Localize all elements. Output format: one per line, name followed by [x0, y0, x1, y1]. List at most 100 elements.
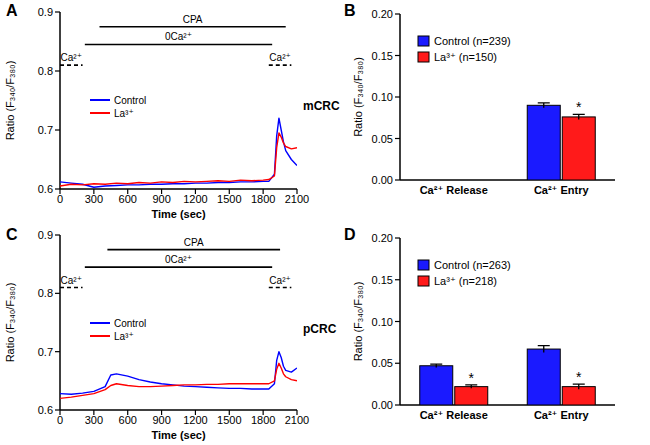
x-tick-label: Ca²⁺ Entry — [534, 184, 590, 196]
y-tick — [55, 351, 60, 352]
x-tick-label: 900 — [152, 414, 170, 426]
error-bar — [538, 346, 550, 353]
legend-label: Control — [114, 318, 146, 329]
figure: 0.6 0.7 0.8 0.9 Ratio (F₃₄₀/F₃₈₀) 0 300 600 900 1… — [0, 0, 650, 445]
series-line — [60, 133, 297, 186]
background — [0, 0, 650, 445]
bar — [527, 105, 560, 180]
annotation-text: Ca²⁺ — [269, 52, 290, 63]
y-tick — [55, 70, 60, 71]
panel: 0.60.70.80.9Ratio (F₃₄₀/F₃₈₀)03006009001… — [4, 226, 337, 441]
legend-swatch — [90, 322, 110, 324]
legend-label: Control — [114, 95, 146, 106]
x-tick-label: Ca²⁺ Release — [420, 184, 488, 196]
y-tick-label: 0.05 — [372, 133, 393, 145]
annotation-text: CPA — [184, 237, 204, 248]
legend-label: La³⁺ — [114, 108, 134, 119]
legend-swatch — [90, 112, 110, 114]
x-tick-label: 0 — [57, 193, 63, 205]
significance-mark: * — [576, 369, 582, 385]
y-tick — [55, 11, 60, 12]
bar — [562, 117, 595, 180]
y-axis-line — [59, 235, 61, 410]
significance-mark: * — [469, 370, 475, 386]
x-tick-label: 1500 — [217, 193, 241, 205]
y-tick — [55, 409, 60, 410]
y-tick-label: 0.6 — [38, 183, 53, 195]
panel-letter: D — [344, 226, 356, 243]
y-axis-title: Ratio (F₃₄₀/F₃₈₀) — [4, 283, 16, 363]
x-tick-label: 2100 — [285, 414, 309, 426]
y-tick — [395, 179, 400, 180]
y-tick — [55, 234, 60, 235]
x-tick-label: 0 — [57, 414, 63, 426]
y-tick-label: 0.8 — [38, 65, 53, 77]
y-tick-label: 0.7 — [38, 346, 53, 358]
y-tick-label: 0.20 — [372, 232, 393, 244]
legend-label: Control (n=263) — [434, 259, 511, 271]
y-tick — [395, 96, 400, 97]
significance-mark: * — [576, 99, 582, 115]
y-tick — [55, 293, 60, 294]
y-tick-label: 0.10 — [372, 316, 393, 328]
legend-swatch — [418, 52, 429, 62]
y-tick-label: 0.9 — [38, 6, 53, 18]
y-tick — [395, 13, 400, 14]
y-tick — [395, 237, 400, 238]
legend-swatch — [90, 99, 110, 101]
series-line — [60, 352, 297, 395]
y-tick — [395, 138, 400, 139]
panel-letter: C — [6, 226, 18, 243]
legend-swatch — [418, 36, 429, 46]
x-axis-line — [60, 409, 297, 411]
y-tick — [395, 404, 400, 405]
panel: 0.000.050.100.150.20Ratio (F₃₄₀/F₃₈₀)Ca²… — [344, 226, 615, 421]
annotation-line — [60, 64, 83, 66]
annotation-line — [100, 26, 286, 28]
x-axis-title: Time (sec) — [151, 429, 206, 441]
x-tick-label: Ca²⁺ Entry — [534, 409, 590, 421]
y-tick-label: 0.15 — [372, 50, 393, 62]
y-tick-label: 0.6 — [38, 404, 53, 416]
annotation-text: CPA — [183, 14, 203, 25]
y-tick — [395, 279, 400, 280]
legend-label: La³⁺ (n=150) — [434, 51, 497, 63]
y-tick-label: 0.00 — [372, 399, 393, 411]
y-tick — [55, 129, 60, 130]
y-axis-title: Ratio (F₃₄₀/F₃₈₀) — [4, 61, 16, 141]
panel-letter: B — [344, 2, 356, 19]
y-tick — [55, 188, 60, 189]
x-tick-label: 300 — [85, 414, 103, 426]
bar — [420, 366, 453, 405]
panel-letter: A — [6, 2, 18, 19]
x-tick-label: 1200 — [183, 193, 207, 205]
annotation-line — [60, 287, 83, 289]
x-tick-label: 900 — [152, 193, 170, 205]
annotation-line — [85, 266, 272, 268]
legend-label: La³⁺ — [114, 331, 134, 342]
bar — [562, 387, 595, 405]
plot-area — [420, 346, 596, 405]
x-axis-line — [60, 188, 297, 190]
panel: 0.60.70.80.9Ratio (F₃₄₀/F₃₈₀)03006009001… — [4, 2, 340, 220]
x-tick-label: Ca²⁺ Release — [420, 409, 488, 421]
x-tick-label: 600 — [119, 193, 137, 205]
panel-subtitle: pCRC — [303, 322, 337, 336]
y-tick — [395, 55, 400, 56]
annotation-text: 0Ca²⁺ — [165, 31, 192, 42]
y-tick-label: 0.15 — [372, 274, 393, 286]
series-line — [60, 118, 297, 187]
panel: 0.000.050.100.150.20Ratio (F₃₄₀/F₃₈₀)Ca²… — [344, 2, 615, 196]
series-line — [60, 363, 297, 398]
plot-area — [60, 352, 297, 399]
x-tick-label: 1800 — [251, 414, 275, 426]
y-tick-label: 0.00 — [372, 174, 393, 186]
y-tick-label: 0.05 — [372, 357, 393, 369]
x-tick-label: 300 — [85, 193, 103, 205]
x-tick-label: 2100 — [285, 193, 309, 205]
annotation-line — [269, 64, 292, 66]
y-axis-title: Ratio (F₃₄₀/F₃₈₀) — [352, 57, 364, 137]
annotation-line — [107, 249, 280, 251]
y-axis-line — [59, 12, 61, 189]
annotation-line — [85, 44, 272, 46]
